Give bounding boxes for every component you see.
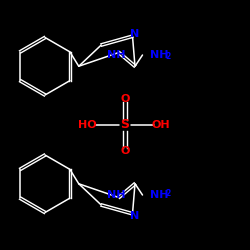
Text: O: O bbox=[120, 94, 130, 104]
Text: NH: NH bbox=[107, 50, 126, 60]
Text: N: N bbox=[130, 211, 140, 221]
Text: NH: NH bbox=[150, 190, 169, 200]
Text: HO: HO bbox=[78, 120, 97, 130]
Text: S: S bbox=[120, 118, 130, 132]
Text: O: O bbox=[120, 146, 130, 156]
Text: OH: OH bbox=[152, 120, 171, 130]
Text: NH: NH bbox=[107, 190, 126, 200]
Text: NH: NH bbox=[150, 50, 169, 60]
Text: N: N bbox=[130, 29, 140, 39]
Text: 2: 2 bbox=[166, 189, 171, 198]
Text: 2: 2 bbox=[166, 52, 171, 61]
